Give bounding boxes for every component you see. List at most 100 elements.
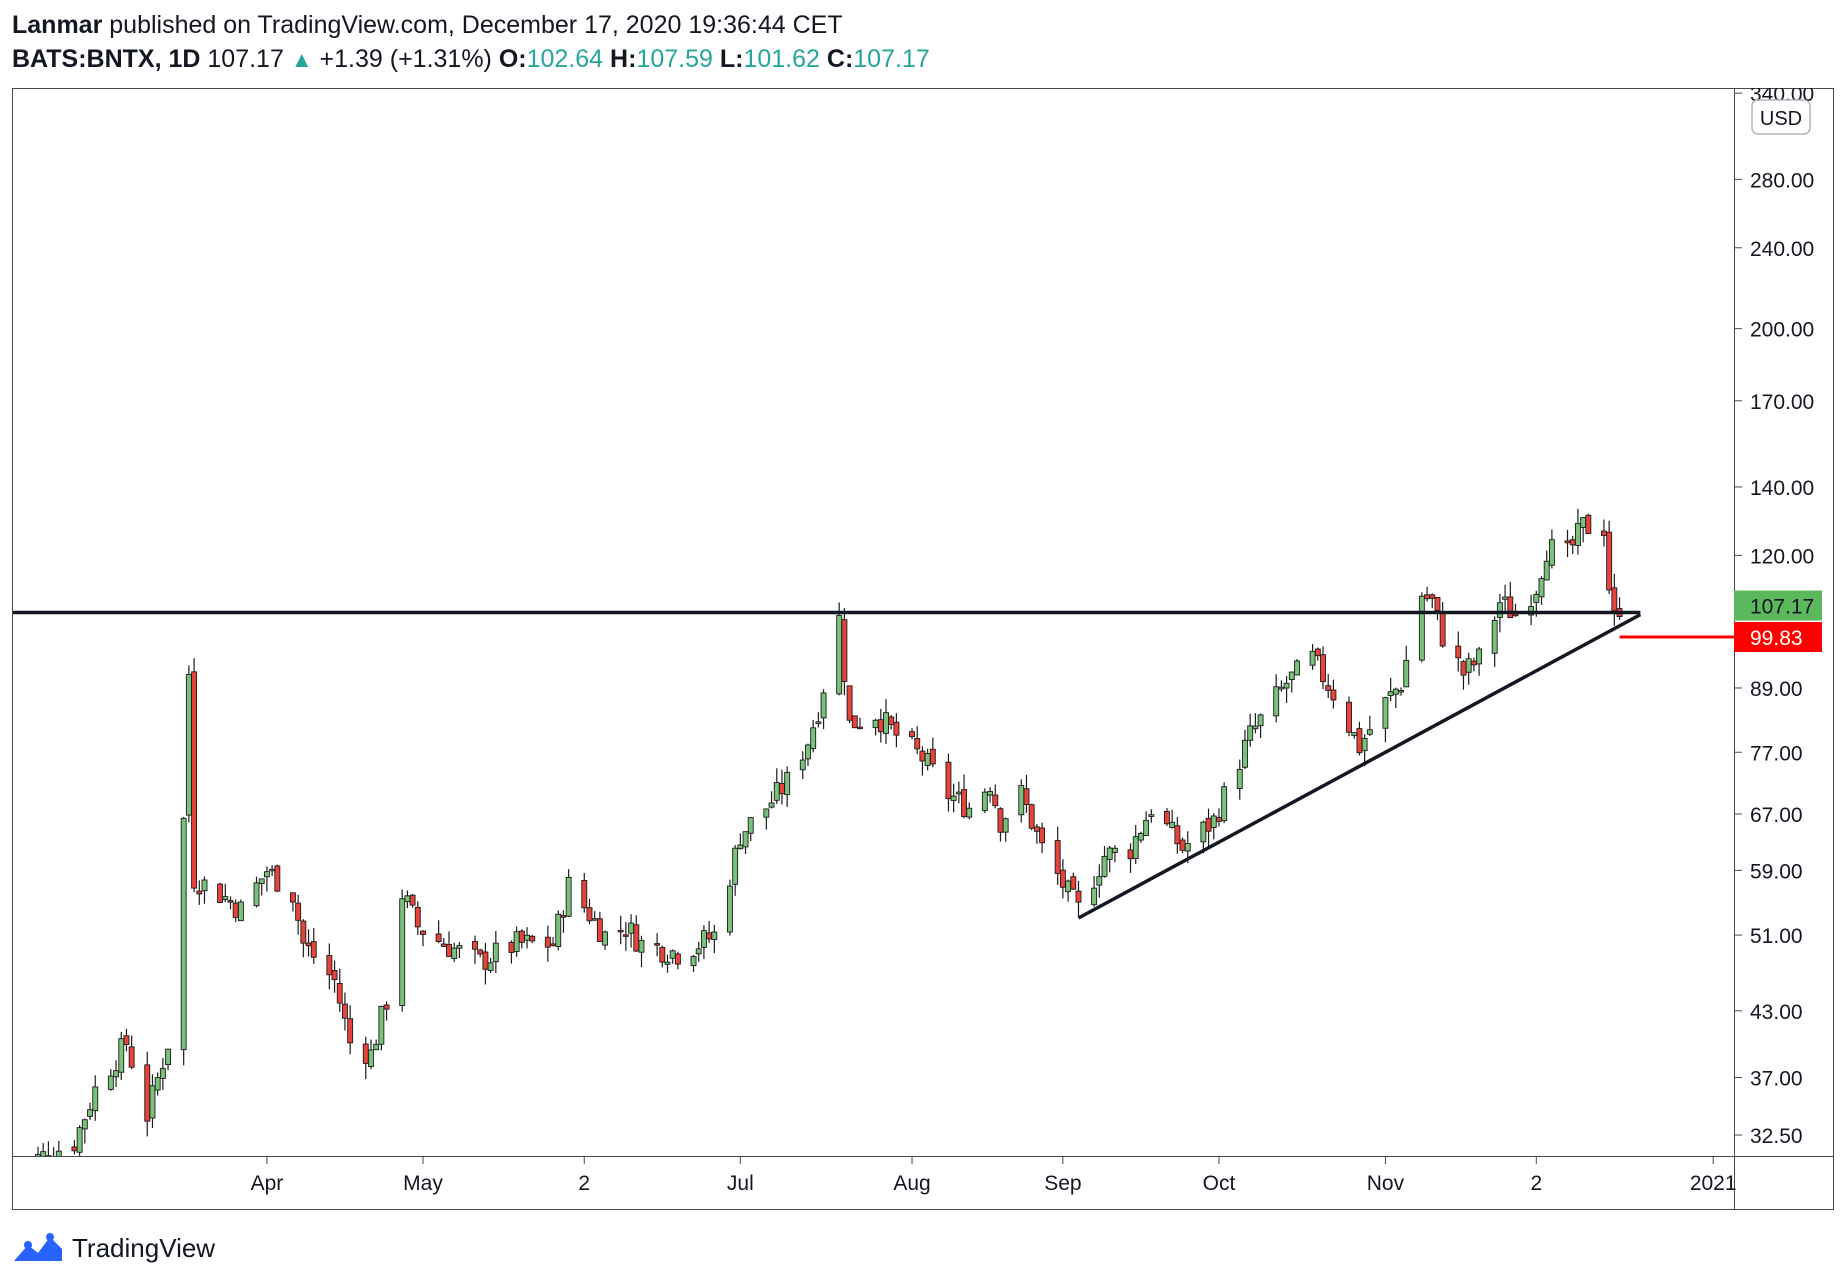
candle-body bbox=[955, 791, 962, 795]
candle-body bbox=[1200, 821, 1207, 843]
candle-body bbox=[1247, 725, 1254, 741]
price-tick-label: 170.00 bbox=[1750, 391, 1814, 414]
candle-body bbox=[1403, 659, 1410, 688]
candle-body bbox=[1507, 596, 1514, 619]
price-axis[interactable]: 32.50 37.00 43.00 51.00 59.00 67.00 77.00 89.00… bbox=[1734, 88, 1814, 1148]
candle-body bbox=[1002, 818, 1009, 833]
candle-body bbox=[1470, 660, 1477, 666]
candle-body bbox=[305, 942, 312, 947]
time-axis[interactable]: Apr May 2 Jul Aug Sep Oct Nov 2 2021 bbox=[251, 1156, 1737, 1195]
candle-body bbox=[1606, 531, 1613, 591]
time-tick-label: Jul bbox=[727, 1172, 754, 1195]
candle-body bbox=[227, 900, 234, 903]
candle-body bbox=[1106, 847, 1113, 860]
candle-body bbox=[664, 961, 671, 965]
candle-body bbox=[633, 924, 640, 952]
candle-body bbox=[274, 865, 281, 892]
candle-body bbox=[732, 847, 739, 885]
time-tick-label: 2 bbox=[578, 1172, 590, 1195]
candle-body bbox=[1502, 596, 1509, 600]
candle-body bbox=[742, 831, 749, 848]
candle-body bbox=[961, 789, 967, 817]
candle-body bbox=[669, 950, 676, 959]
candle-body bbox=[1600, 530, 1607, 537]
candle-body bbox=[544, 936, 551, 948]
candle-body bbox=[945, 761, 952, 800]
candle-body bbox=[529, 935, 536, 942]
price-tick-label: 89.00 bbox=[1750, 678, 1803, 701]
candle-body bbox=[232, 902, 239, 918]
open-label: O: bbox=[498, 45, 527, 73]
symbol-name[interactable]: BATS:BNTX, 1D bbox=[12, 45, 201, 73]
candle-body bbox=[336, 982, 343, 1004]
publish-line: Lanmar published on TradingView.com, Dec… bbox=[12, 8, 1832, 42]
candle-body bbox=[1294, 660, 1300, 676]
trend-drawings bbox=[13, 610, 1734, 920]
candle-body bbox=[1585, 514, 1592, 534]
candle-body bbox=[524, 934, 530, 941]
candle-body bbox=[1569, 539, 1576, 546]
candle-body bbox=[737, 844, 744, 850]
low-value: 101.62 bbox=[743, 45, 820, 73]
candle-body bbox=[638, 939, 645, 953]
candle-body bbox=[180, 817, 187, 1051]
candle-body bbox=[1210, 815, 1217, 828]
candle-body bbox=[383, 1004, 390, 1010]
candle-body bbox=[310, 941, 317, 958]
price-tick-label: 77.00 bbox=[1750, 742, 1803, 765]
candle-body bbox=[1543, 560, 1550, 581]
candle-body bbox=[35, 1153, 41, 1156]
candle-body bbox=[456, 945, 463, 949]
candle-body bbox=[1143, 819, 1150, 836]
candle-body bbox=[1252, 725, 1259, 730]
candle-body bbox=[987, 791, 994, 796]
last-price: 107.17 bbox=[207, 45, 284, 73]
candle-body bbox=[841, 619, 848, 682]
candle-body bbox=[1221, 786, 1228, 822]
time-tick-label: May bbox=[403, 1172, 443, 1195]
currency-badge[interactable]: USD bbox=[1751, 99, 1811, 135]
brand-name[interactable]: TradingView bbox=[72, 1232, 216, 1263]
candle-body bbox=[591, 918, 598, 921]
candle-body bbox=[1460, 661, 1467, 676]
candle-body bbox=[165, 1048, 172, 1065]
candle-body bbox=[872, 719, 879, 729]
stop-price-label-bg bbox=[1734, 622, 1822, 653]
candle-body bbox=[924, 753, 931, 766]
candle-body bbox=[1538, 578, 1545, 598]
candle-body bbox=[342, 1003, 348, 1019]
candle-body bbox=[237, 901, 244, 922]
candle-body bbox=[1382, 697, 1389, 729]
candle-body bbox=[253, 882, 260, 907]
candle-body bbox=[1398, 690, 1404, 693]
candle-body bbox=[154, 1077, 161, 1091]
candle-body bbox=[1179, 839, 1186, 851]
candle-body bbox=[107, 1075, 114, 1090]
candle-body bbox=[773, 782, 780, 801]
candle-body bbox=[1330, 689, 1337, 701]
open-value: 102.64 bbox=[526, 45, 604, 73]
candle-body bbox=[555, 913, 562, 948]
candle-body bbox=[482, 951, 489, 970]
candle-body bbox=[1455, 645, 1462, 659]
candle-body bbox=[1174, 825, 1181, 845]
candle-body bbox=[1028, 804, 1035, 829]
candle-body bbox=[1580, 517, 1587, 528]
price-chart[interactable]: 32.50 37.00 43.00 51.00 59.00 67.00 77.00 89.00… bbox=[12, 88, 1834, 1210]
candle-body bbox=[217, 883, 224, 903]
candle-body bbox=[81, 1119, 88, 1130]
candle-body bbox=[659, 946, 666, 963]
tradingview-logo-icon[interactable] bbox=[12, 1231, 64, 1265]
candle-body bbox=[1137, 833, 1144, 841]
author-name[interactable]: Lanmar bbox=[12, 11, 103, 39]
candle-body bbox=[602, 931, 609, 946]
candle-body bbox=[1611, 587, 1618, 612]
price-tick-label: 37.00 bbox=[1750, 1067, 1803, 1090]
candle-body bbox=[451, 947, 458, 959]
candle-body bbox=[123, 1035, 130, 1045]
candle-body bbox=[420, 930, 426, 935]
candle-body bbox=[487, 962, 494, 972]
candle-body bbox=[71, 1146, 78, 1152]
candle-body bbox=[909, 731, 915, 738]
candle-body bbox=[690, 956, 697, 967]
